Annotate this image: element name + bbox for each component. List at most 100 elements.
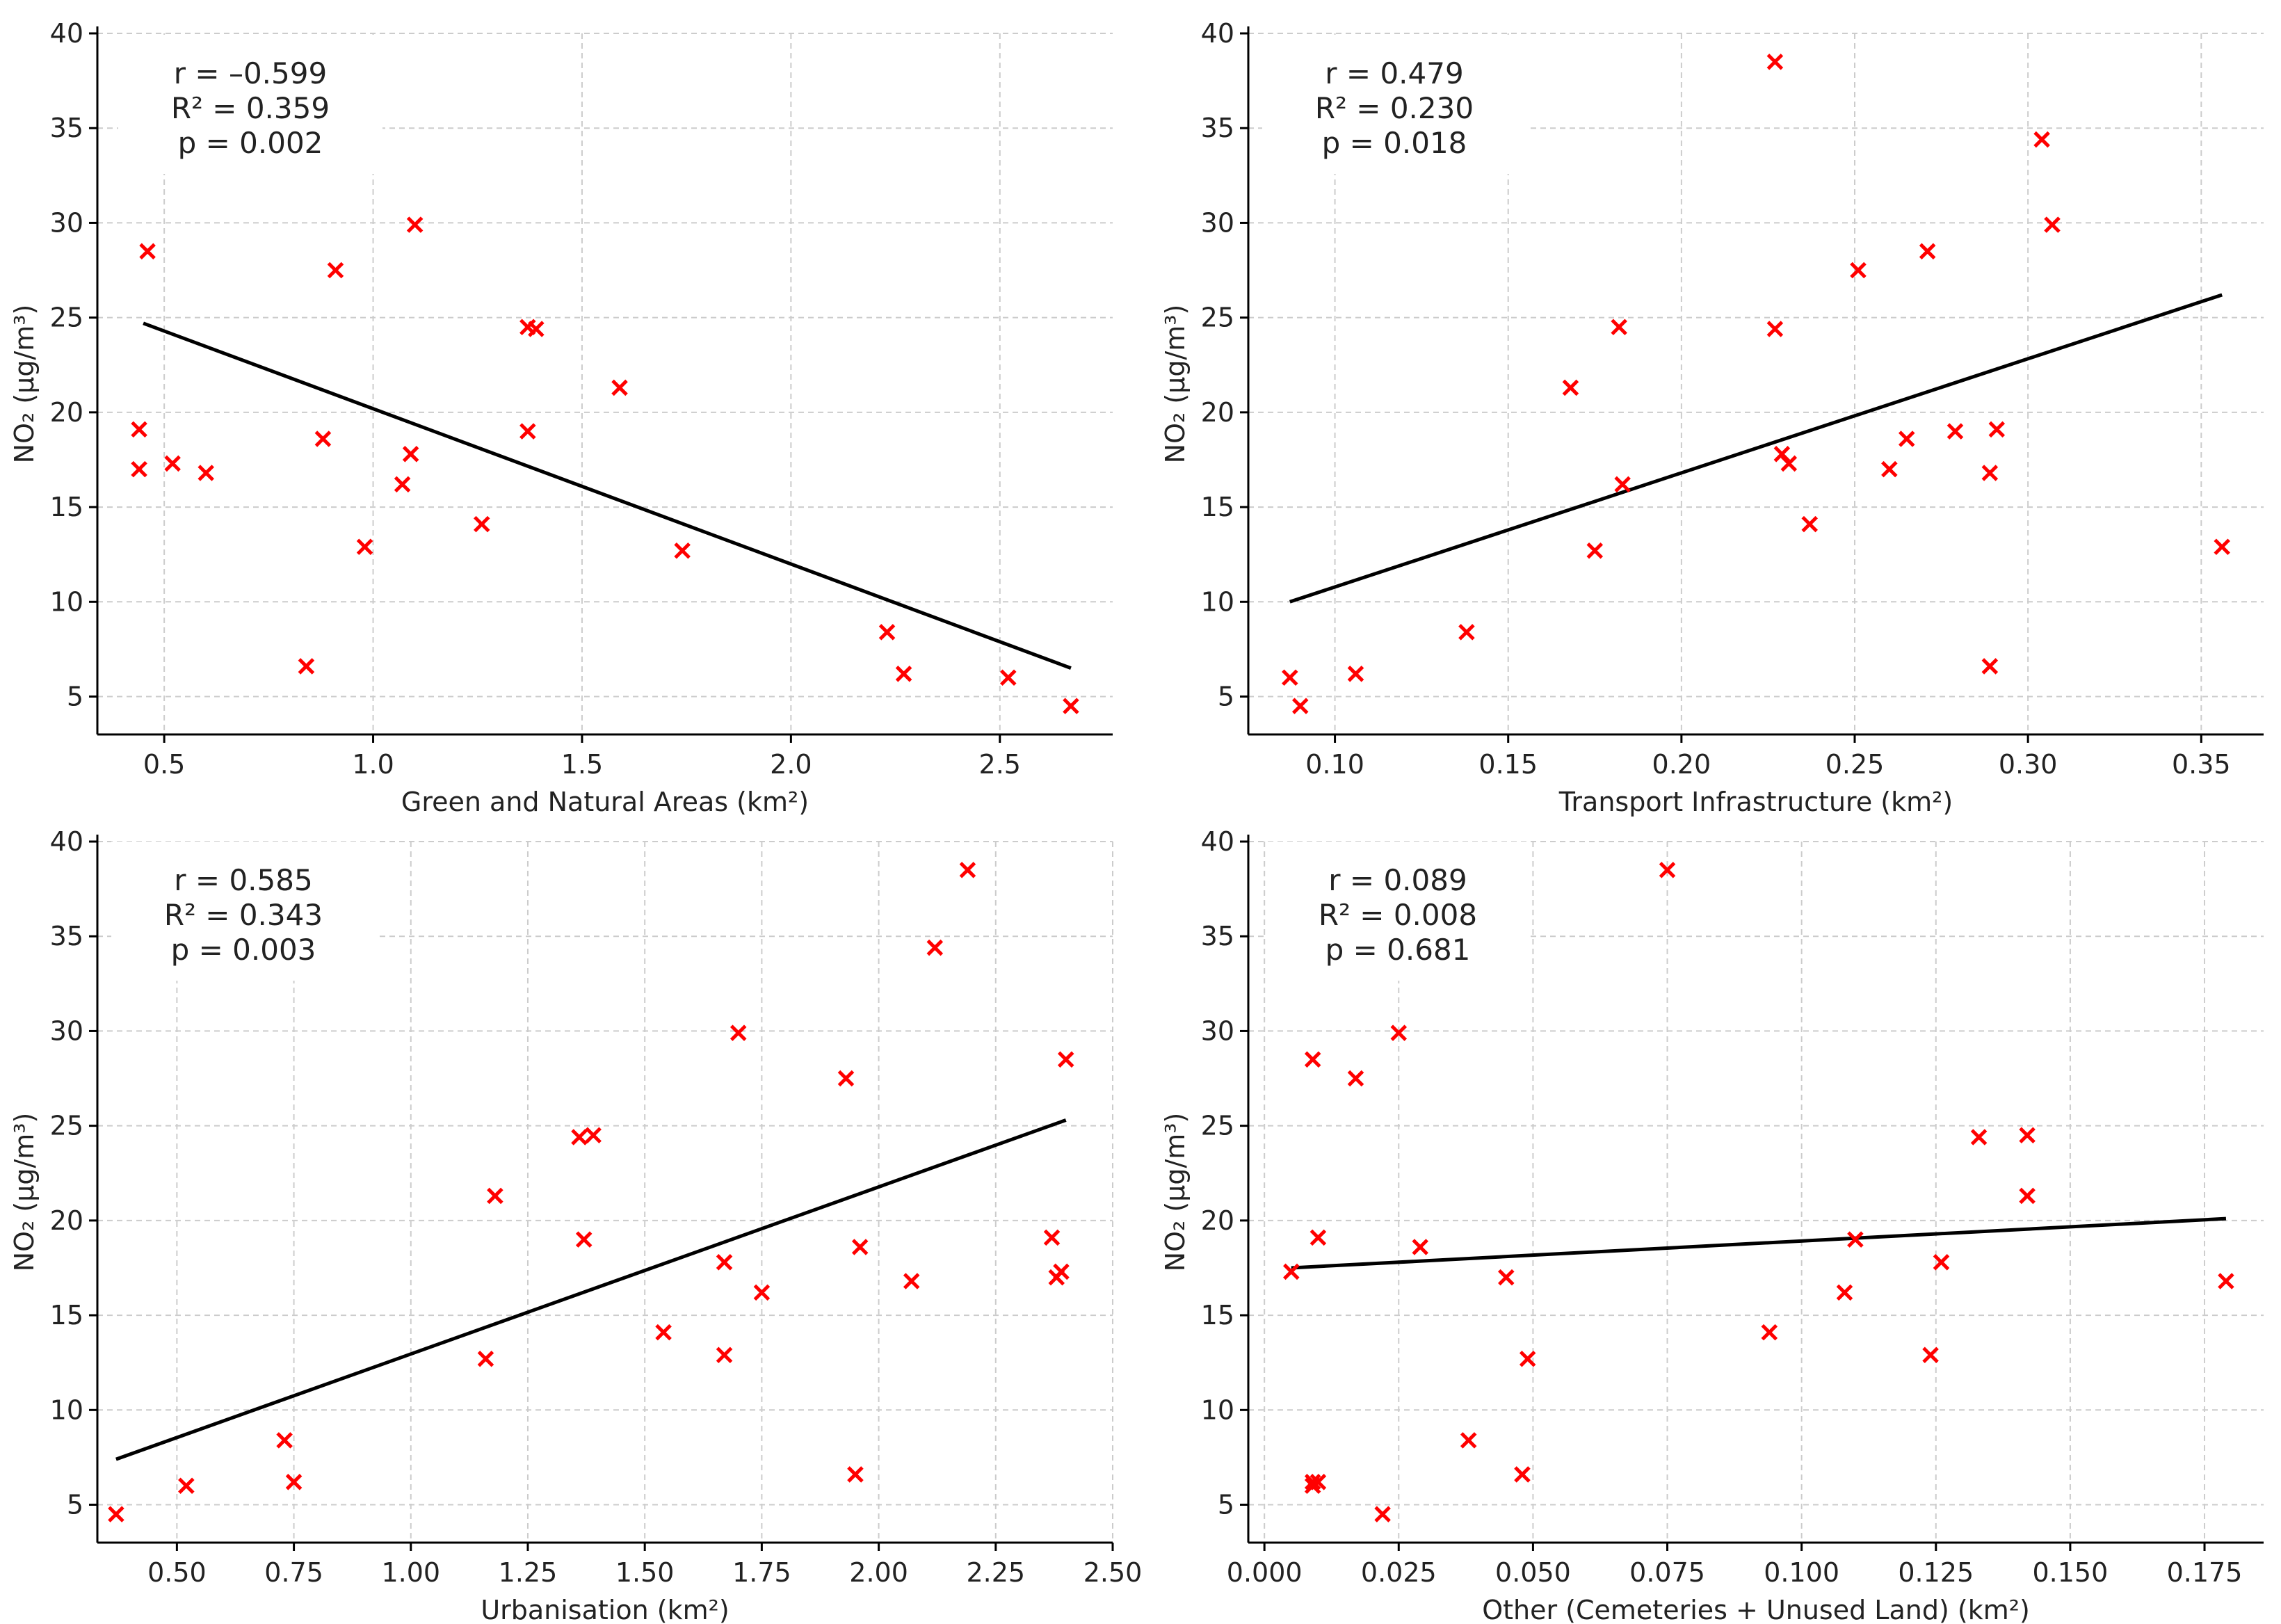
x-tick-label: 0.150 bbox=[2033, 1557, 2109, 1588]
data-point bbox=[1981, 658, 1999, 675]
data-point bbox=[285, 1474, 303, 1490]
x-tick-label: 1.5 bbox=[561, 749, 603, 780]
regression-line bbox=[1289, 293, 2223, 604]
y-tick-label: 15 bbox=[1201, 1300, 1234, 1330]
stats-line: R² = 0.343 bbox=[164, 898, 323, 932]
data-point bbox=[2019, 1127, 2036, 1144]
y-tick-label: 20 bbox=[50, 397, 83, 428]
y-tick-label: 30 bbox=[50, 207, 83, 238]
y-tick-label: 10 bbox=[50, 1394, 83, 1425]
data-point bbox=[1988, 421, 2006, 438]
y-tick-label: 15 bbox=[1201, 492, 1234, 522]
data-point bbox=[1766, 321, 1784, 337]
y-tick-label: 20 bbox=[50, 1205, 83, 1236]
data-point bbox=[314, 431, 332, 447]
data-point bbox=[1347, 1070, 1364, 1087]
data-point bbox=[108, 1506, 124, 1522]
data-point bbox=[528, 321, 545, 337]
data-point bbox=[571, 1129, 588, 1145]
data-point bbox=[394, 476, 411, 493]
data-point bbox=[131, 460, 147, 478]
y-tick-label: 25 bbox=[50, 1111, 83, 1141]
data-point bbox=[1374, 1506, 1391, 1522]
x-tick-label: 1.25 bbox=[499, 1557, 558, 1588]
data-point bbox=[1412, 1239, 1428, 1255]
data-point bbox=[1946, 423, 1964, 440]
data-point bbox=[1283, 1263, 1300, 1280]
x-tick-label: 0.050 bbox=[1495, 1557, 1571, 1588]
data-point bbox=[1347, 666, 1364, 682]
regression-line bbox=[115, 1118, 1067, 1461]
stats-line: r = 0.479 bbox=[1325, 56, 1463, 90]
x-axis-label: Green and Natural Areas (km²) bbox=[401, 787, 809, 817]
stats-line: p = 0.002 bbox=[178, 126, 323, 160]
data-point bbox=[519, 423, 536, 440]
data-point bbox=[2218, 1273, 2234, 1289]
x-tick-label: 0.000 bbox=[1227, 1557, 1303, 1588]
stats-line: r = –0.599 bbox=[174, 56, 327, 90]
data-point bbox=[655, 1324, 672, 1341]
data-point bbox=[1780, 455, 1798, 472]
stats-line: p = 0.681 bbox=[1325, 933, 1471, 967]
y-tick-label: 30 bbox=[50, 1015, 83, 1046]
data-point bbox=[1063, 698, 1079, 714]
data-point bbox=[716, 1346, 733, 1364]
stats-line: p = 0.018 bbox=[1322, 126, 1467, 160]
data-point bbox=[837, 1070, 855, 1087]
x-tick-label: 0.25 bbox=[1825, 749, 1885, 780]
data-point bbox=[959, 862, 976, 878]
y-tick-label: 20 bbox=[1201, 1205, 1234, 1236]
x-tick-label: 2.25 bbox=[966, 1557, 1025, 1588]
data-point bbox=[1773, 446, 1791, 463]
data-point bbox=[1291, 698, 1309, 714]
x-tick-label: 0.75 bbox=[264, 1557, 323, 1588]
stats-line: R² = 0.359 bbox=[171, 91, 330, 125]
data-point bbox=[1898, 431, 1915, 447]
panel-3: 0.50 0.75 1.00 1.25 1.50 1.75 2.00 2.25 2.50 5 10 1… bbox=[9, 826, 1142, 1624]
x-tick-label: 0.075 bbox=[1629, 1557, 1705, 1588]
data-point bbox=[1304, 1051, 1321, 1068]
panel-4: 0.000 0.025 0.050 0.075 0.100 0.125 0.150 0.175… bbox=[1160, 826, 2264, 1624]
data-point bbox=[847, 1466, 864, 1483]
x-tick-label: 1.0 bbox=[352, 749, 394, 780]
y-tick-label: 35 bbox=[50, 113, 83, 143]
data-point bbox=[1304, 1474, 1321, 1490]
panel-2: 0.10 0.15 0.20 0.25 0.30 0.35 5 10 15 20 25 30 35 40 T… bbox=[1160, 18, 2264, 817]
regression-line bbox=[1291, 1216, 2227, 1270]
y-tick-label: 40 bbox=[50, 18, 83, 49]
y-tick-label: 35 bbox=[1201, 113, 1234, 143]
data-point bbox=[2214, 538, 2230, 556]
data-point bbox=[1514, 1466, 1531, 1483]
y-tick-label: 15 bbox=[50, 492, 83, 522]
data-point bbox=[716, 1254, 733, 1271]
y-tick-label: 30 bbox=[1201, 1015, 1234, 1046]
data-point bbox=[1000, 669, 1017, 686]
data-point bbox=[356, 538, 373, 556]
data-point bbox=[198, 465, 214, 481]
x-tick-label: 0.025 bbox=[1361, 1557, 1437, 1588]
y-tick-label: 20 bbox=[1201, 397, 1234, 428]
x-axis-label: Transport Infrastructure (km²) bbox=[1558, 787, 1953, 817]
data-point bbox=[1847, 1231, 1864, 1248]
data-point bbox=[1282, 669, 1298, 686]
data-point bbox=[611, 379, 628, 396]
y-tick-label: 5 bbox=[67, 1490, 83, 1520]
y-tick-label: 5 bbox=[1218, 1490, 1234, 1520]
x-tick-label: 0.175 bbox=[2167, 1557, 2243, 1588]
data-point bbox=[402, 446, 419, 463]
y-tick-label: 35 bbox=[1201, 921, 1234, 951]
y-axis-label: NO₂ (µg/m³) bbox=[1160, 1113, 1191, 1272]
data-point bbox=[139, 243, 156, 260]
data-point bbox=[2019, 1187, 2036, 1205]
stats-line: R² = 0.230 bbox=[1315, 91, 1474, 125]
data-point bbox=[753, 1284, 771, 1301]
data-point bbox=[1043, 1229, 1061, 1246]
stats-line: r = 0.585 bbox=[174, 863, 312, 897]
data-point bbox=[131, 421, 147, 438]
data-point bbox=[1309, 1229, 1327, 1246]
data-point bbox=[1390, 1024, 1408, 1041]
data-point bbox=[276, 1432, 293, 1449]
y-tick-label: 40 bbox=[1201, 826, 1234, 857]
x-tick-label: 2.50 bbox=[1083, 1557, 1143, 1588]
data-point bbox=[1836, 1284, 1853, 1301]
